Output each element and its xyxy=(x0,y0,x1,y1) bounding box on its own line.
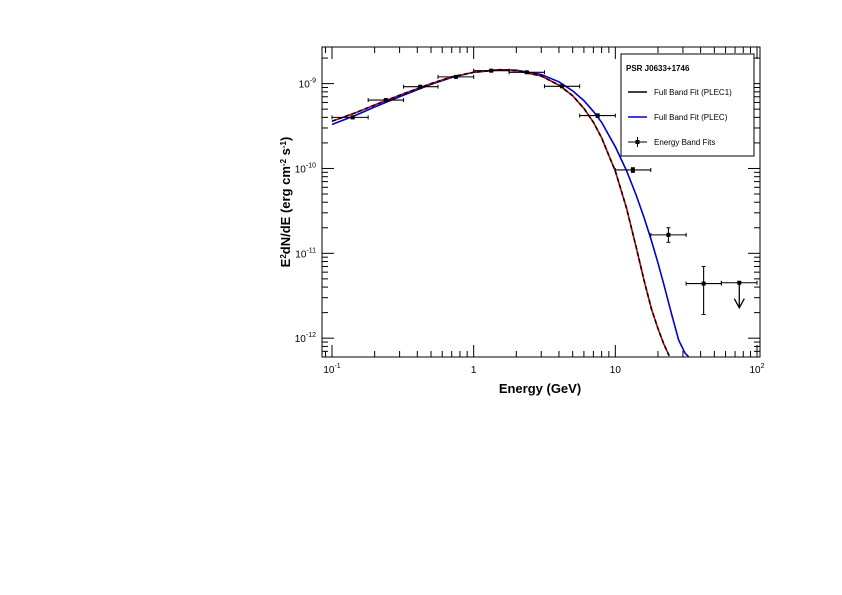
point-marker xyxy=(489,68,494,73)
y-axis-title-unit-sup1: -2 xyxy=(279,158,288,166)
legend-title: PSR J0633+1746 xyxy=(626,64,690,73)
y-tick-label-exp: -10 xyxy=(306,162,316,169)
point-marker xyxy=(559,84,564,89)
y-axis-title-unit-sup2: -1 xyxy=(279,140,288,148)
curve-plec1-red xyxy=(331,69,670,357)
energy-band-point xyxy=(720,280,758,310)
y-tick-label: 10-10 xyxy=(295,162,316,175)
energy-band-point xyxy=(614,167,652,173)
x-tick-label-exp: 2 xyxy=(761,363,765,370)
x-tick-label: 10 xyxy=(610,365,622,376)
upper-limit-arrow xyxy=(733,298,745,310)
y-axis-title-mid: s xyxy=(278,148,293,159)
point-marker xyxy=(418,84,423,89)
x-tick-label-base: 10 xyxy=(610,365,622,376)
energy-band-point xyxy=(367,98,405,103)
x-tick-label-base: 1 xyxy=(471,365,477,376)
energy-band-point xyxy=(685,265,722,316)
x-axis-title: Energy (GeV) xyxy=(499,381,581,396)
y-tick-label: 10-12 xyxy=(295,332,316,345)
energy-band-point xyxy=(331,115,369,120)
y-tick-label: 10-9 xyxy=(299,78,316,91)
point-marker xyxy=(453,74,458,79)
y-axis-title-prefix: E xyxy=(278,258,293,267)
energy-band-points xyxy=(331,68,758,316)
y-tick-label-base: 10 xyxy=(299,80,311,91)
energy-band-point xyxy=(437,74,475,79)
point-marker xyxy=(595,113,600,118)
energy-band-point xyxy=(650,227,687,243)
x-tick-label: 10-1 xyxy=(323,363,340,376)
energy-band-point xyxy=(543,84,581,89)
y-tick-label-base: 10 xyxy=(295,164,307,175)
legend-swatch-band-marker xyxy=(635,140,640,144)
y-tick-label-exp: -12 xyxy=(306,332,316,339)
x-tick-label-base: 10 xyxy=(749,365,761,376)
y-tick-label-base: 10 xyxy=(295,249,307,260)
legend-box xyxy=(620,53,755,157)
legend-label-plec1: Full Band Fit (PLEC1) xyxy=(654,88,732,97)
point-marker xyxy=(383,98,388,103)
y-tick-label-exp: -9 xyxy=(310,78,316,85)
x-tick-label-exp: -1 xyxy=(334,363,340,370)
y-axis-title-prefix-sup: 2 xyxy=(279,254,288,259)
point-marker xyxy=(666,232,671,237)
x-tick-label-base: 10 xyxy=(323,365,335,376)
point-marker xyxy=(701,281,706,286)
point-marker xyxy=(737,280,742,285)
point-marker xyxy=(350,115,355,120)
y-tick-label-base: 10 xyxy=(295,334,307,345)
y-axis-title-main: dN/dE (erg cm xyxy=(278,166,293,254)
energy-band-point xyxy=(579,113,616,118)
point-marker xyxy=(524,70,529,75)
legend-label-plec: Full Band Fit (PLEC) xyxy=(654,113,728,122)
legend: PSR J0633+1746 Full Band Fit (PLEC1) Ful… xyxy=(620,53,755,157)
y-tick-label: 10-11 xyxy=(295,247,316,260)
y-tick-label-exp: -11 xyxy=(306,247,316,254)
y-axis-title: E2dN/dE (erg cm-2 s-1) xyxy=(278,137,293,268)
legend-label-band: Energy Band Fits xyxy=(654,138,715,147)
y-axis-title-suffix: ) xyxy=(278,137,293,141)
x-tick-label: 1 xyxy=(471,365,477,376)
point-marker xyxy=(630,167,635,172)
x-tick-label: 102 xyxy=(749,363,764,376)
curve-plec1-dashed xyxy=(331,69,670,357)
energy-band-point xyxy=(403,84,439,89)
energy-band-point xyxy=(508,70,545,75)
